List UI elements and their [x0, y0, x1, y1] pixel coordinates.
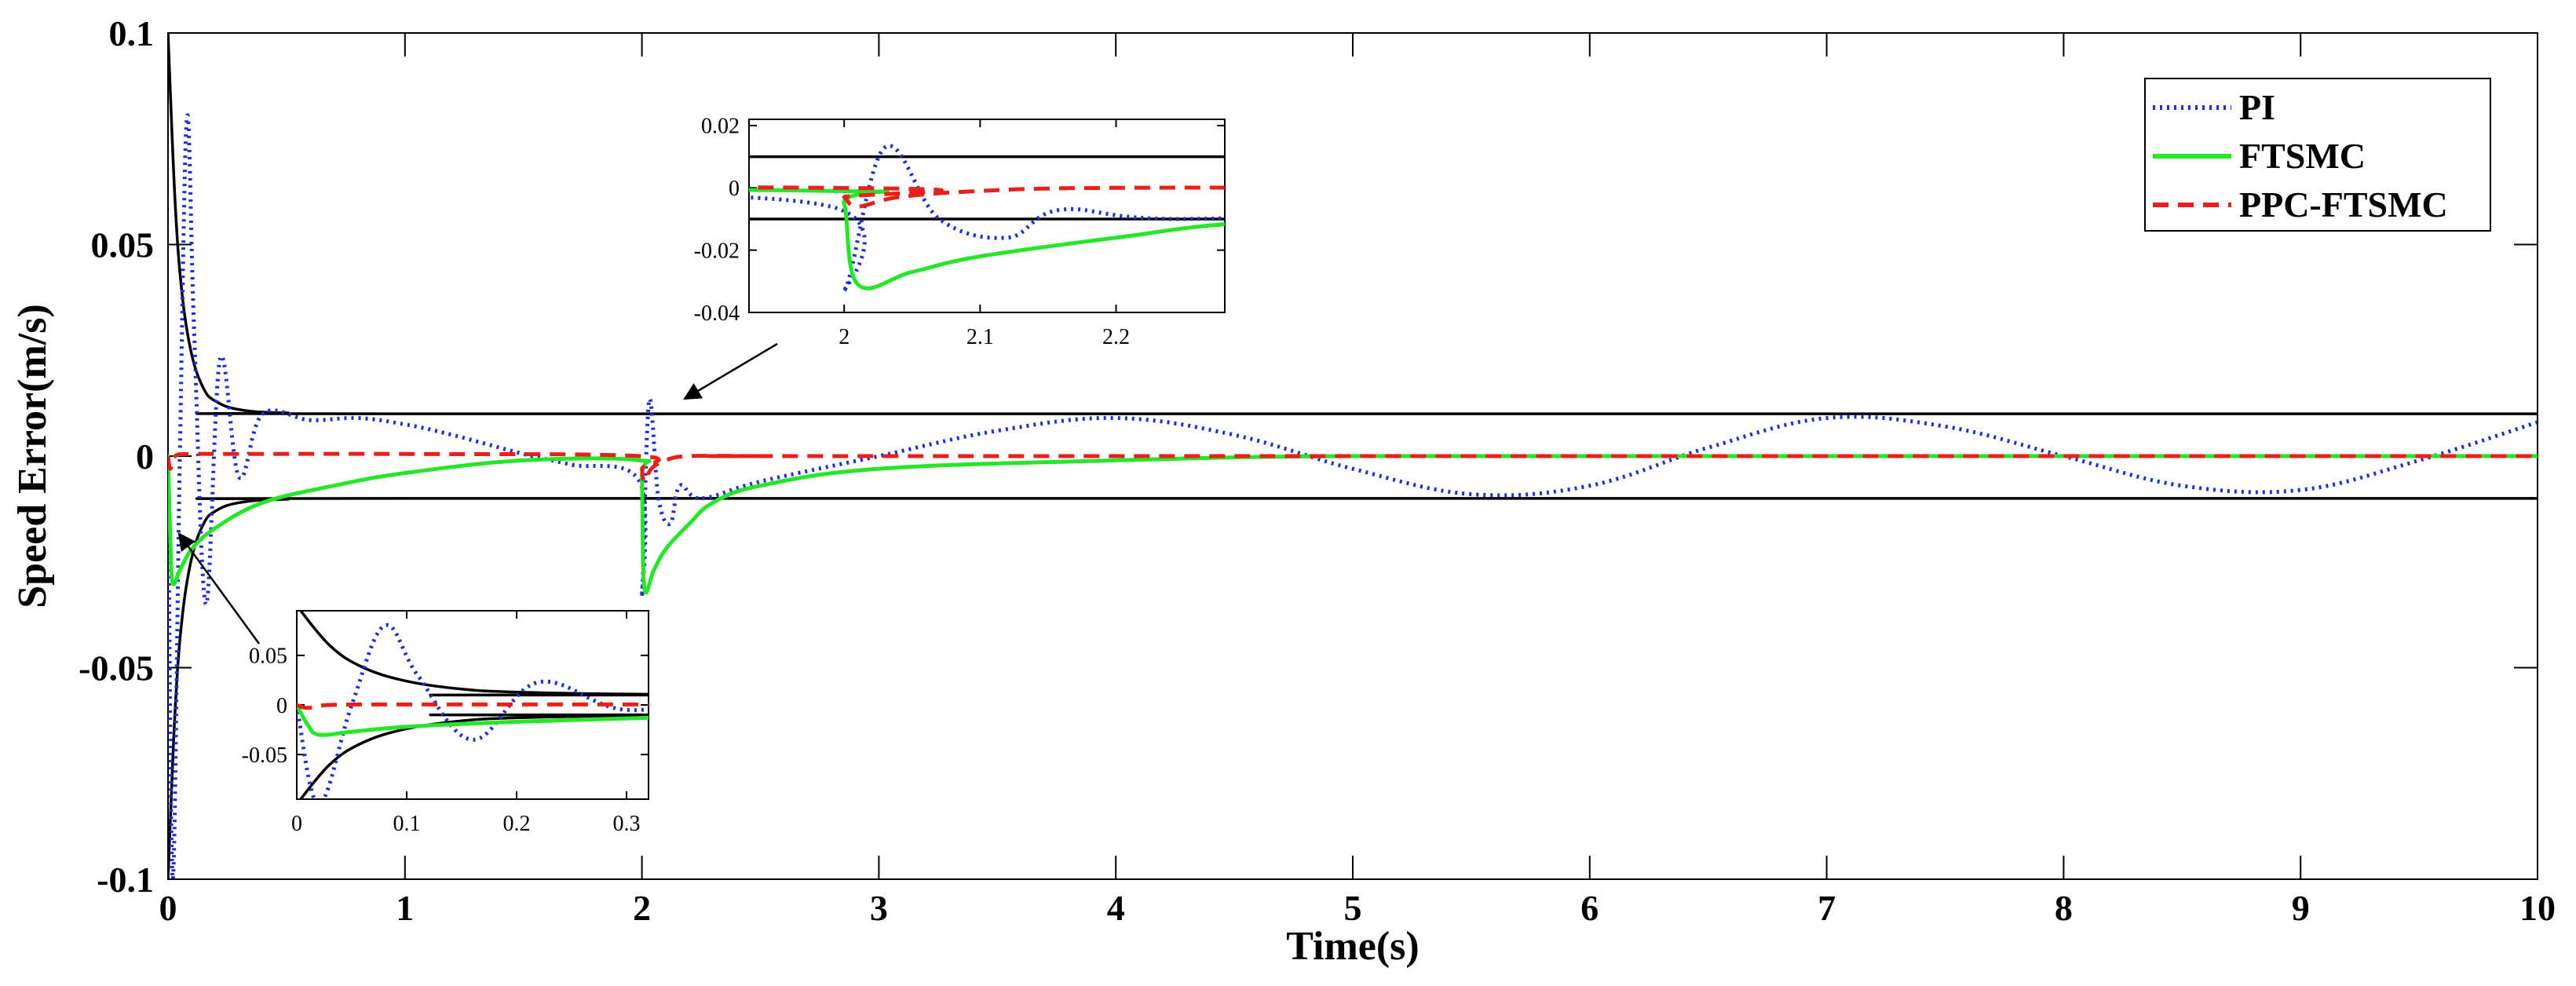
x-tick-label: 2: [633, 888, 651, 928]
inset1-ticks: 2 2.1 2.2 0.02 0 -0.02 -0.04: [694, 115, 1225, 349]
inset-zoom-t0: 0 0.1 0.2 0.3 0.05 0 -0.05: [242, 610, 649, 836]
y-tick-label: -0.04: [694, 301, 740, 326]
x-tick-label: 0: [291, 812, 302, 836]
legend: PI FTSMC PPC-FTSMC: [2144, 78, 2491, 232]
y-axis-label: Speed Error(m/s): [10, 304, 55, 608]
x-tick-label: 10: [2519, 888, 2556, 928]
x-tick-label: 0.2: [503, 812, 531, 836]
legend-label-ftsmc: FTSMC: [2239, 136, 2366, 176]
inset-zoom-t2: 2 2.1 2.2 0.02 0 -0.02 -0.04: [694, 115, 1226, 349]
x-tick-label: 9: [2292, 888, 2310, 928]
x-tick-label: 1: [396, 888, 414, 928]
x-axis-label: Time(s): [1286, 924, 1419, 969]
series-ppc-ftsmc-line: [749, 185, 1225, 209]
y-tick-label: -0.02: [694, 239, 740, 263]
lower-bound-line: [168, 497, 2538, 879]
y-tick-label: 0.05: [249, 645, 287, 669]
x-tick-label: 2.1: [966, 325, 994, 349]
legend-label-ppc-ftsmc: PPC-FTSMC: [2239, 184, 2448, 225]
x-tick-label: 6: [1580, 888, 1599, 928]
y-tick-label: 0: [136, 436, 154, 477]
x-tick-label: 8: [2055, 888, 2073, 928]
y-tick-label: 0.1: [109, 13, 155, 53]
series-ftsmc-line: [749, 188, 1225, 290]
y-tick-label: -0.1: [97, 860, 154, 900]
y-tick-label: 0.05: [91, 225, 155, 265]
x-tick-label: 5: [1344, 888, 1362, 928]
lower-bound-line: [298, 713, 649, 799]
inset1-axes-frame: [748, 119, 1226, 313]
y-tick-label: -0.05: [79, 648, 154, 688]
x-tick-label: 0.3: [613, 812, 641, 836]
x-tick-label: 0: [159, 888, 177, 928]
series-ppc-ftsmc-line: [168, 451, 2538, 484]
main-series: [168, 33, 2538, 879]
y-tick-label: 0: [729, 177, 740, 201]
x-tick-label: 7: [1818, 888, 1836, 928]
inset2-series: [297, 611, 649, 799]
inset1-pointer-arrow: [683, 342, 778, 400]
upper-bound-line: [168, 33, 2538, 415]
x-tick-label: 4: [1107, 888, 1125, 928]
inset2-pointer-arrow: [177, 532, 261, 645]
y-tick-label: -0.05: [242, 743, 287, 768]
x-tick-label: 0.1: [393, 812, 421, 836]
x-tick-label: 2.2: [1102, 325, 1130, 349]
y-tick-label: 0.02: [701, 115, 740, 139]
legend-label-pi: PI: [2239, 87, 2275, 127]
inset1-series: [749, 144, 1225, 294]
x-tick-label: 2: [839, 325, 850, 349]
main-ticks: 0 1 2 3 4 5 6 7 8 9 10 -0.1 -0.05 0 0.05 0.1: [79, 13, 2556, 928]
y-tick-label: 0: [276, 694, 287, 718]
x-tick-label: 3: [870, 888, 888, 928]
inset2-ticks: 0 0.1 0.2 0.3 0.05 0 -0.05: [242, 611, 649, 836]
